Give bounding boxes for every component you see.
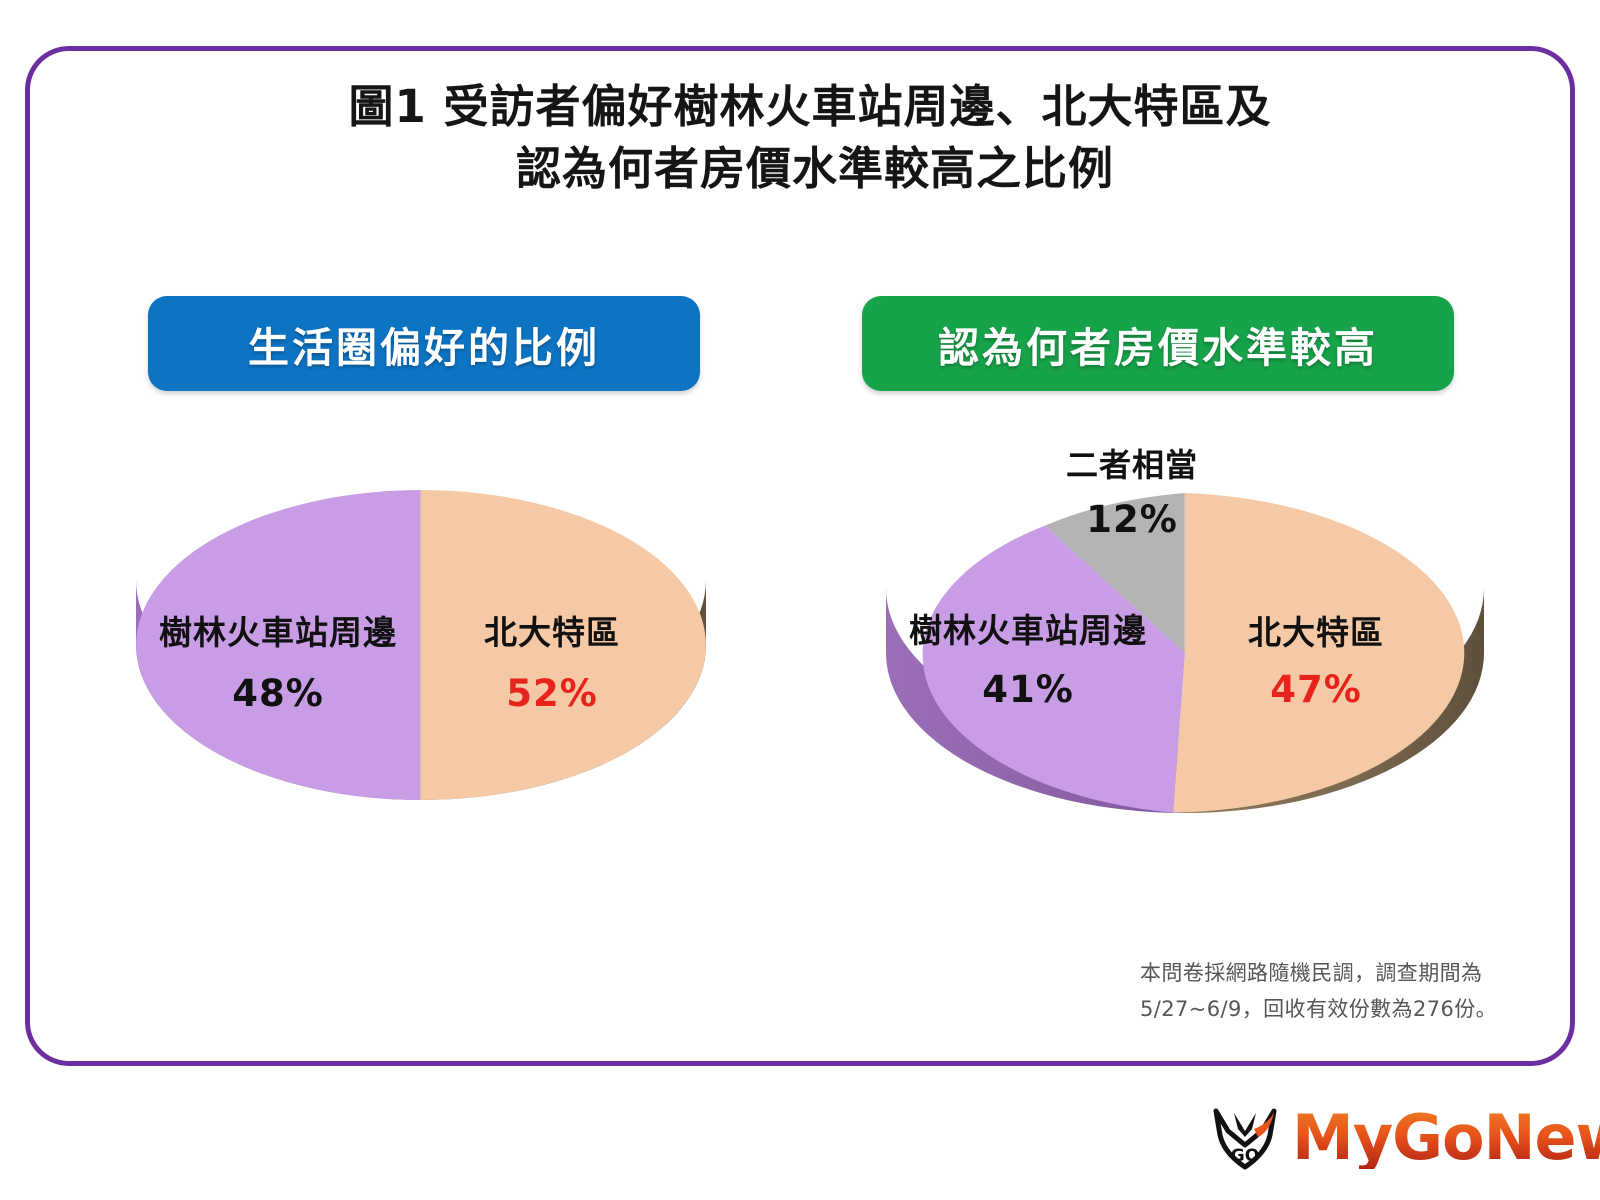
pie-right-slice-peach (1173, 493, 1465, 813)
pie-right-label-a: 樹林火車站周邊 (909, 611, 1147, 650)
panel-header-left: 生活圈偏好的比例 (148, 296, 700, 391)
footnote-line-2: 5/27~6/9，回收有效份數為276份。 (1140, 997, 1498, 1022)
brand-name: MyGoNews (1292, 1107, 1600, 1169)
fox-mask-icon-go-text: GO (1231, 1146, 1259, 1166)
title-line-1: 圖1 受訪者偏好樹林火車站周邊、北大特區及 (348, 80, 1272, 133)
fox-mask-icon: GO (1208, 1101, 1282, 1175)
title-line-2: 認為何者房價水準較高之比例 (515, 142, 1114, 196)
pie-right-label-top: 二者相當 (1065, 446, 1198, 484)
pie-chart-left (136, 470, 706, 880)
panel-header-right: 認為何者房價水準較高 (862, 296, 1454, 391)
pie-left-label-a: 樹林火車站周邊 (159, 613, 397, 652)
pie-right-slice-gray (1045, 493, 1185, 653)
pie-right-value-a: 41% (982, 668, 1074, 711)
pie-right-value-b: 47% (1270, 668, 1362, 711)
pie-left-label-b: 北大特區 (484, 613, 620, 652)
pie-right-slice-purple (922, 525, 1185, 813)
pie-right-label-b: 北大特區 (1248, 613, 1384, 652)
panel-header-left-label: 生活圈偏好的比例 (248, 323, 600, 372)
pie-left-value-b: 52% (506, 672, 598, 715)
panel-header-right-label: 認為何者房價水準較高 (938, 323, 1378, 372)
pie-left-slice-purple (136, 490, 421, 800)
footnote-line-1: 本問卷採網路隨機民調，調查期間為 (1140, 961, 1483, 985)
page-title: 圖1 受訪者偏好樹林火車站周邊、北大特區及 認為何者房價水準較高之比例 (120, 76, 1500, 200)
footnote: 本問卷採網路隨機民調，調查期間為 5/27~6/9，回收有效份數為276份。 (1140, 955, 1530, 1027)
brand-logo: GO MyGoNews (1208, 1098, 1600, 1178)
pie-left-slice-peach (421, 490, 706, 800)
pie-chart-right (886, 468, 1484, 888)
pie-right-value-top: 12% (1086, 498, 1178, 541)
pie-left-value-a: 48% (232, 672, 324, 715)
